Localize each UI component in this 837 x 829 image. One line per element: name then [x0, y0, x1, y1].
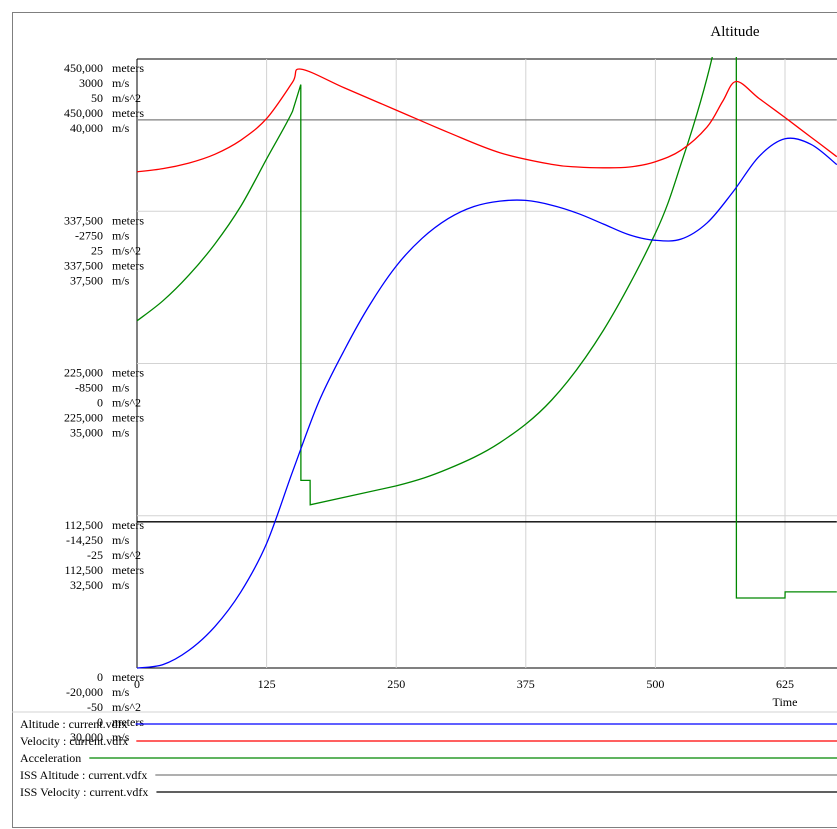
y-tick-label: -50 — [87, 700, 103, 714]
chart-border — [12, 12, 837, 828]
legend-label: ISS Velocity : current.vdfx — [20, 785, 148, 799]
y-tick-unit: m/s — [112, 273, 130, 287]
y-tick-unit: meters — [112, 411, 144, 425]
series-line — [137, 137, 837, 669]
y-tick-label: -8500 — [75, 381, 103, 395]
legend-label: ISS Altitude : current.vdfx — [20, 768, 147, 782]
y-tick-label: 337,500 — [64, 213, 103, 227]
y-tick-label: -14,250 — [66, 533, 103, 547]
legend-label: Velocity : current.vdfx — [20, 734, 128, 748]
legend-label: Acceleration — [20, 751, 81, 765]
y-tick-unit: m/s^2 — [112, 700, 141, 714]
y-tick-label: 337,500 — [64, 258, 103, 272]
y-tick-unit: m/s^2 — [112, 243, 141, 257]
x-tick-label: 125 — [258, 677, 276, 691]
chart-title: Altitude — [710, 24, 760, 40]
y-tick-unit: meters — [112, 518, 144, 532]
series-line — [137, 57, 837, 599]
series-group — [137, 57, 837, 669]
y-tick-label: 30,000 — [70, 730, 103, 744]
y-tick-label: -20,000 — [66, 685, 103, 699]
y-tick-label: 3000 — [79, 76, 103, 90]
y-tick-unit: m/s — [112, 76, 130, 90]
legend-label: Altitude : current.vdfx — [20, 717, 128, 731]
y-tick-unit: m/s — [112, 426, 130, 440]
legend: Altitude : current.vdfx Velocity : curren… — [12, 711, 837, 799]
y-axis-labels: 450,000 meters 3000 m/s 50 m/s^2 450,000 meters… — [64, 61, 144, 744]
y-tick-unit: meters — [112, 106, 144, 120]
y-tick-label: 0 — [97, 670, 103, 684]
y-tick-unit: meters — [112, 563, 144, 577]
y-tick-label: 225,000 — [64, 366, 103, 380]
y-tick-unit: m/s — [112, 533, 130, 547]
y-tick-label: 37,500 — [70, 273, 103, 287]
y-tick-unit: m/s^2 — [112, 91, 141, 105]
y-tick-label: 225,000 — [64, 411, 103, 425]
y-tick-label: 40,000 — [70, 121, 103, 135]
y-tick-unit: m/s^2 — [112, 548, 141, 562]
y-tick-label: 0 — [97, 715, 103, 729]
x-tick-label: 0 — [134, 677, 140, 691]
y-tick-label: 112,500 — [64, 563, 103, 577]
y-tick-label: 450,000 — [64, 106, 103, 120]
grid — [136, 58, 837, 669]
y-tick-unit: m/s — [112, 381, 130, 395]
y-tick-label: 50 — [91, 91, 103, 105]
y-tick-unit: meters — [112, 258, 144, 272]
y-tick-label: 32,500 — [70, 578, 103, 592]
y-tick-unit: m/s^2 — [112, 396, 141, 410]
y-tick-unit: meters — [112, 366, 144, 380]
y-tick-unit: m/s — [112, 228, 130, 242]
series-line — [137, 68, 837, 173]
plot-area — [137, 57, 837, 669]
y-tick-label: 450,000 — [64, 61, 103, 75]
y-tick-label: 0 — [97, 396, 103, 410]
x-tick-label: 250 — [387, 677, 405, 691]
y-tick-unit: meters — [112, 715, 144, 729]
y-tick-unit: m/s — [112, 730, 130, 744]
y-tick-unit: meters — [112, 670, 144, 684]
y-tick-label: -25 — [87, 548, 103, 562]
x-tick-label: 625 — [776, 677, 794, 691]
y-tick-label: 25 — [91, 243, 103, 257]
y-tick-unit: m/s — [112, 685, 130, 699]
x-axis-labels: 0 125 250 375 500 625 — [134, 677, 794, 691]
y-tick-unit: meters — [112, 61, 144, 75]
x-tick-label: 500 — [646, 677, 664, 691]
y-tick-unit: meters — [112, 213, 144, 227]
x-axis-title: Time — [773, 695, 798, 709]
x-tick-label: 375 — [517, 677, 535, 691]
y-tick-label: -2750 — [75, 228, 103, 242]
y-tick-label: 35,000 — [70, 426, 103, 440]
y-tick-unit: m/s — [112, 121, 130, 135]
y-tick-unit: m/s — [112, 578, 130, 592]
y-tick-label: 112,500 — [64, 518, 103, 532]
